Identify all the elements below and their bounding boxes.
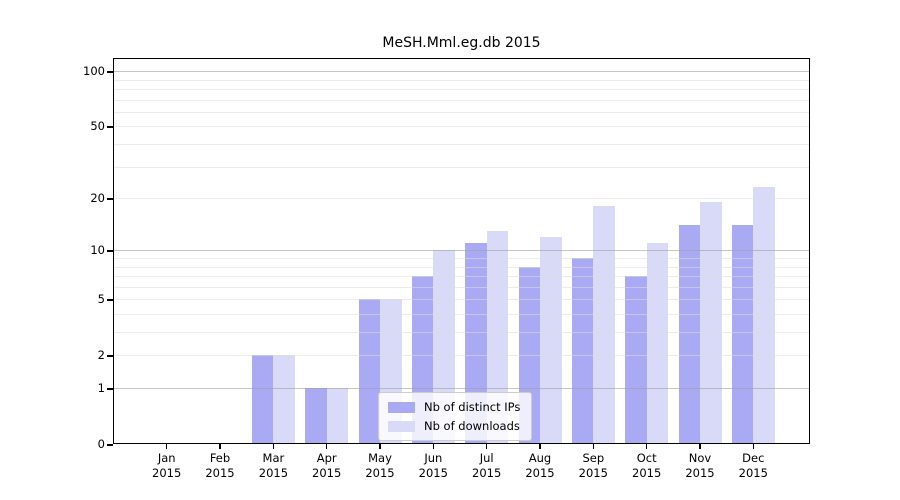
y-tick-mark <box>107 388 113 390</box>
x-tick-mark <box>325 444 328 449</box>
gridline-8 <box>113 266 810 268</box>
x-tick-label-feb: Feb 2015 <box>205 451 235 480</box>
x-tick-label-sep: Sep 2015 <box>578 451 608 480</box>
gridline-9 <box>113 258 810 259</box>
x-tick-label-may: May 2015 <box>365 451 395 480</box>
bar-distinct-ips-may <box>358 299 380 444</box>
gridline-20 <box>113 198 810 200</box>
gridline-3 <box>113 332 810 333</box>
y-tick-mark <box>107 71 113 73</box>
bar-distinct-ips-dec <box>731 225 754 444</box>
x-tick-label-aug: Aug 2015 <box>525 451 555 480</box>
x-tick-mark <box>645 444 648 449</box>
y-tick-label-2: 2 <box>97 348 105 363</box>
plot-area: Nb of distinct IPs Nb of downloads <box>113 58 810 444</box>
bar-downloads-nov <box>700 202 722 444</box>
legend-label-downloads: Nb of downloads <box>424 419 520 433</box>
gridline-100 <box>113 71 810 73</box>
gridline-4 <box>113 314 810 315</box>
x-tick-mark <box>432 444 435 449</box>
y-tick-label-50: 50 <box>90 119 105 134</box>
y-tick-label-20: 20 <box>90 191 105 206</box>
chart-title: MeSH.Mml.eg.db 2015 <box>382 35 541 51</box>
y-tick-label-100: 100 <box>83 64 105 79</box>
legend-swatch-distinct-ips <box>388 401 415 413</box>
y-tick-mark <box>107 126 113 128</box>
legend-entry-downloads: Nb of downloads <box>388 419 520 433</box>
gridline-7 <box>113 276 810 277</box>
bar-distinct-ips-nov <box>678 225 700 444</box>
bar-distinct-ips-mar <box>251 355 274 444</box>
gridline-80 <box>113 89 810 90</box>
x-tick-mark <box>272 444 275 449</box>
x-tick-label-jul: Jul 2015 <box>472 451 502 480</box>
bar-downloads-oct <box>646 243 669 444</box>
gridline-60 <box>113 111 810 113</box>
x-tick-label-oct: Oct 2015 <box>632 451 662 480</box>
bar-distinct-ips-apr <box>305 388 327 444</box>
x-tick-mark <box>379 444 381 449</box>
legend-swatch-downloads <box>388 420 415 432</box>
gridline-1 <box>113 388 810 389</box>
x-tick-mark <box>485 444 488 449</box>
bar-downloads-mar <box>273 355 295 444</box>
x-tick-label-nov: Nov 2015 <box>685 451 715 480</box>
x-tick-label-dec: Dec 2015 <box>738 451 768 480</box>
bar-downloads-sep <box>593 206 615 444</box>
legend-label-distinct-ips: Nb of distinct IPs <box>424 400 521 414</box>
gridline-40 <box>113 144 810 145</box>
x-tick-label-apr: Apr 2015 <box>312 451 342 480</box>
gridline-6 <box>113 286 810 288</box>
gridline-5 <box>113 299 810 301</box>
y-tick-mark <box>107 250 113 252</box>
x-tick-mark <box>592 444 595 449</box>
bar-downloads-dec <box>753 187 775 444</box>
gridline-70 <box>113 99 810 101</box>
y-tick-mark <box>107 299 113 301</box>
legend-entry-distinct-ips: Nb of distinct IPs <box>388 400 520 414</box>
gridline-90 <box>113 79 810 81</box>
x-tick-mark <box>539 444 541 449</box>
y-tick-mark <box>107 444 113 446</box>
x-tick-label-jun: Jun 2015 <box>418 451 448 480</box>
bar-downloads-aug <box>540 236 562 444</box>
y-tick-mark <box>107 355 113 357</box>
bar-downloads-jul <box>486 230 509 444</box>
gridline-50 <box>113 126 810 128</box>
x-tick-mark <box>219 444 221 449</box>
y-tick-label-10: 10 <box>90 243 105 258</box>
gridline-30 <box>113 166 810 168</box>
y-tick-label-0: 0 <box>97 437 105 451</box>
x-tick-mark <box>699 444 701 449</box>
bar-distinct-ips-oct <box>625 276 647 444</box>
x-tick-mark <box>752 444 755 449</box>
y-tick-label-5: 5 <box>97 292 105 307</box>
gridline-2 <box>113 355 810 357</box>
x-tick-label-jan: Jan 2015 <box>152 451 182 480</box>
y-tick-label-1: 1 <box>97 381 105 395</box>
x-tick-label-mar: Mar 2015 <box>258 451 289 480</box>
x-tick-mark <box>165 444 168 449</box>
gridline-10 <box>113 250 810 252</box>
y-tick-mark <box>107 198 113 200</box>
bar-distinct-ips-sep <box>571 258 594 444</box>
bar-downloads-apr <box>326 388 349 444</box>
legend: Nb of distinct IPs Nb of downloads <box>378 392 533 441</box>
